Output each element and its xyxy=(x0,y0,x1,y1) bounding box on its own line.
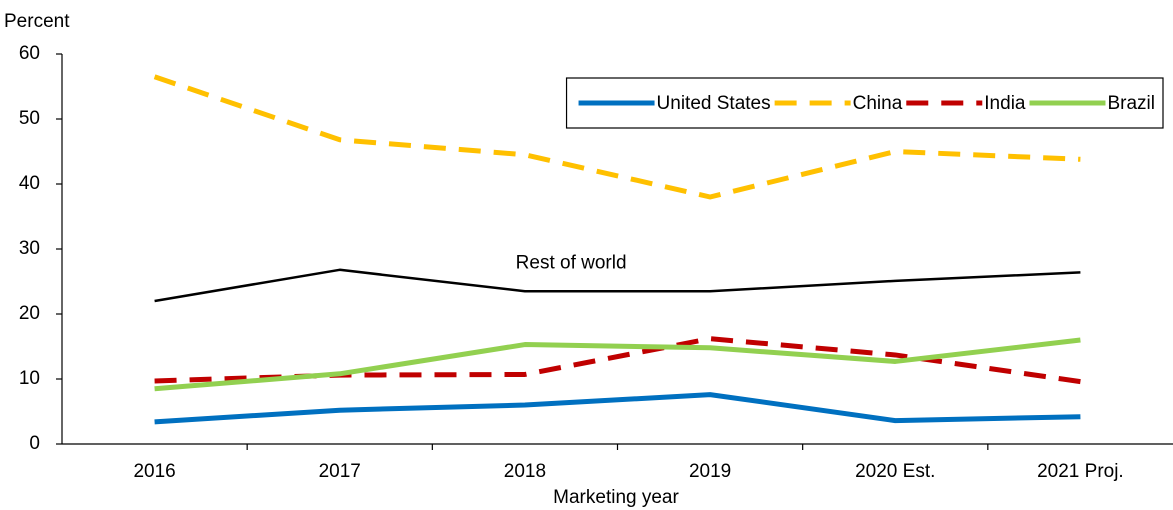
legend-label: United States xyxy=(657,93,771,114)
y-tick-label: 20 xyxy=(19,303,40,324)
series-line xyxy=(153,74,1081,200)
y-axis-title: Percent xyxy=(4,11,70,32)
y-tick-label: 50 xyxy=(19,108,40,129)
series-line xyxy=(154,392,1081,425)
series-line xyxy=(154,268,1081,303)
legend: United States China India Brazil xyxy=(565,77,1164,129)
x-tick-label: 2019 xyxy=(689,461,731,482)
series-line xyxy=(154,337,1081,392)
legend-label: China xyxy=(853,93,903,114)
legend-label: Brazil xyxy=(1107,93,1155,114)
series-annotation: Rest of world xyxy=(516,252,627,273)
y-tick-label: 0 xyxy=(29,433,40,454)
y-tick-label: 10 xyxy=(19,368,40,389)
y-tick-label: 40 xyxy=(19,173,40,194)
legend-label: India xyxy=(984,93,1026,114)
x-tick-label: 2017 xyxy=(319,461,361,482)
x-axis-title: Marketing year xyxy=(553,487,679,508)
x-tick-label: 2021 Proj. xyxy=(1037,461,1124,482)
y-tick-label: 30 xyxy=(19,238,40,259)
x-tick-label: 2016 xyxy=(133,461,175,482)
y-tick-label: 60 xyxy=(19,43,40,64)
x-tick-label: 2020 Est. xyxy=(855,461,935,482)
x-tick-label: 2018 xyxy=(504,461,546,482)
